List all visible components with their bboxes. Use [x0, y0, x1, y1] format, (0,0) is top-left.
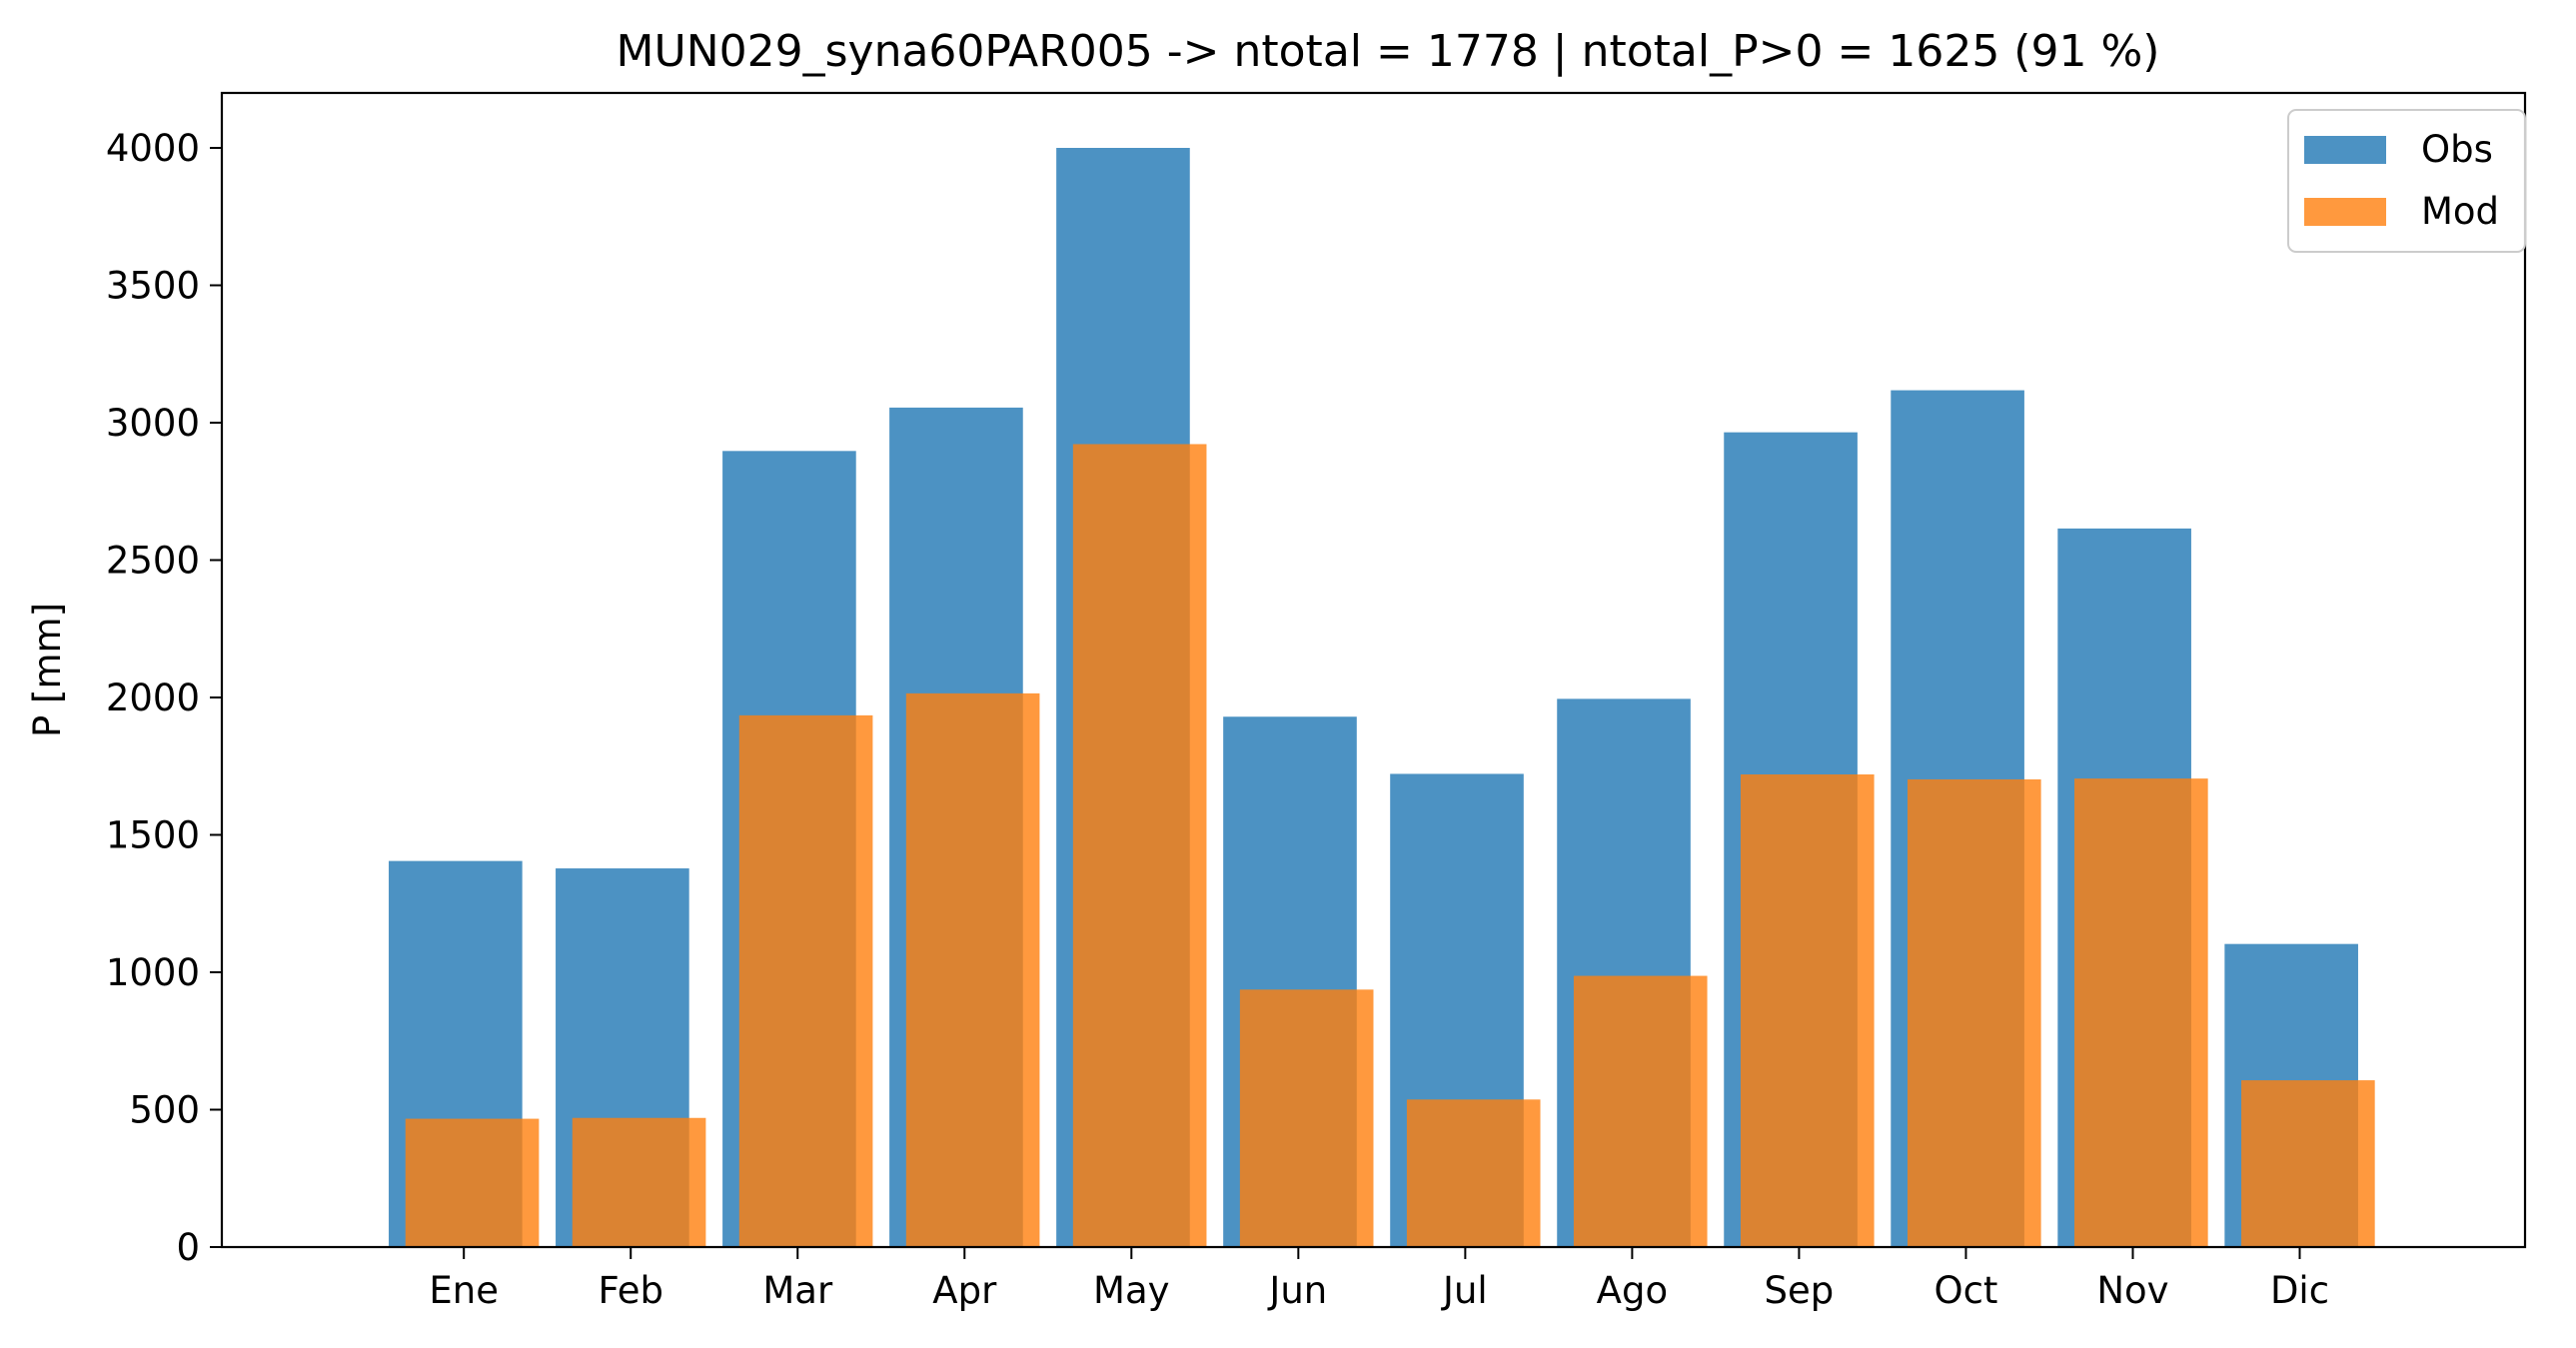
- x-tick-label-sep: Sep: [1765, 1269, 1835, 1312]
- y-tick-label: 500: [129, 1089, 200, 1132]
- mod-bar-feb: [572, 1117, 706, 1247]
- mod-bar-ene: [405, 1118, 540, 1247]
- mod-bar-ago: [1573, 975, 1708, 1247]
- x-tick-label-dic: Dic: [2270, 1269, 2329, 1312]
- x-tick-label-feb: Feb: [598, 1269, 663, 1312]
- x-tick-label-ene: Ene: [429, 1269, 499, 1312]
- y-axis-label: P [mm]: [26, 603, 69, 737]
- mod-bar-apr: [905, 692, 1040, 1247]
- x-tick-label-ago: Ago: [1597, 1269, 1668, 1312]
- y-tick-label: 4000: [106, 127, 200, 170]
- y-tick-label: 2000: [106, 676, 200, 719]
- mod-bar-sep: [1740, 774, 1875, 1247]
- mod-bars: [405, 444, 2375, 1247]
- plot-area-frame: [220, 91, 2527, 1249]
- y-tick-label: 3500: [106, 265, 200, 308]
- x-tick-label-oct: Oct: [1933, 1269, 1997, 1312]
- mod-bar-jul: [1406, 1099, 1541, 1247]
- y-tick-label: 3000: [106, 402, 200, 445]
- chart-title: MUN029_syna60PAR005 -> ntotal = 1778 | n…: [617, 26, 2160, 77]
- x-tick-label-may: May: [1093, 1269, 1170, 1312]
- legend-swatch-obs: [2304, 136, 2386, 164]
- mod-bar-dic: [2241, 1080, 2375, 1247]
- y-tick-label: 1000: [106, 951, 200, 994]
- mod-bar-nov: [2074, 778, 2208, 1247]
- x-axis: Ene Feb Mar Apr May Jun Jul Ago Sep Oct Nov Dic: [429, 1247, 2329, 1312]
- y-tick-label: 0: [176, 1226, 200, 1269]
- legend-label-mod: Mod: [2421, 190, 2499, 233]
- x-tick-label-jun: Jun: [1267, 1269, 1327, 1312]
- x-tick-label-mar: Mar: [762, 1269, 833, 1312]
- x-tick-label-nov: Nov: [2096, 1269, 2168, 1312]
- mod-bar-mar: [738, 714, 873, 1247]
- x-tick-label-apr: Apr: [932, 1269, 997, 1312]
- legend-label-obs: Obs: [2421, 128, 2493, 171]
- y-axis: 0 500 1000 1500 2000 2500 3000 3500 4000: [106, 127, 222, 1269]
- x-tick-label-jul: Jul: [1441, 1269, 1488, 1312]
- legend-swatch-mod: [2304, 198, 2386, 226]
- y-tick-label: 2500: [106, 540, 200, 583]
- mod-bar-may: [1072, 444, 1207, 1247]
- mod-bar-jun: [1239, 989, 1374, 1247]
- y-tick-label: 1500: [106, 814, 200, 857]
- legend: Obs Mod: [2287, 109, 2526, 253]
- mod-bar-oct: [1907, 778, 2041, 1247]
